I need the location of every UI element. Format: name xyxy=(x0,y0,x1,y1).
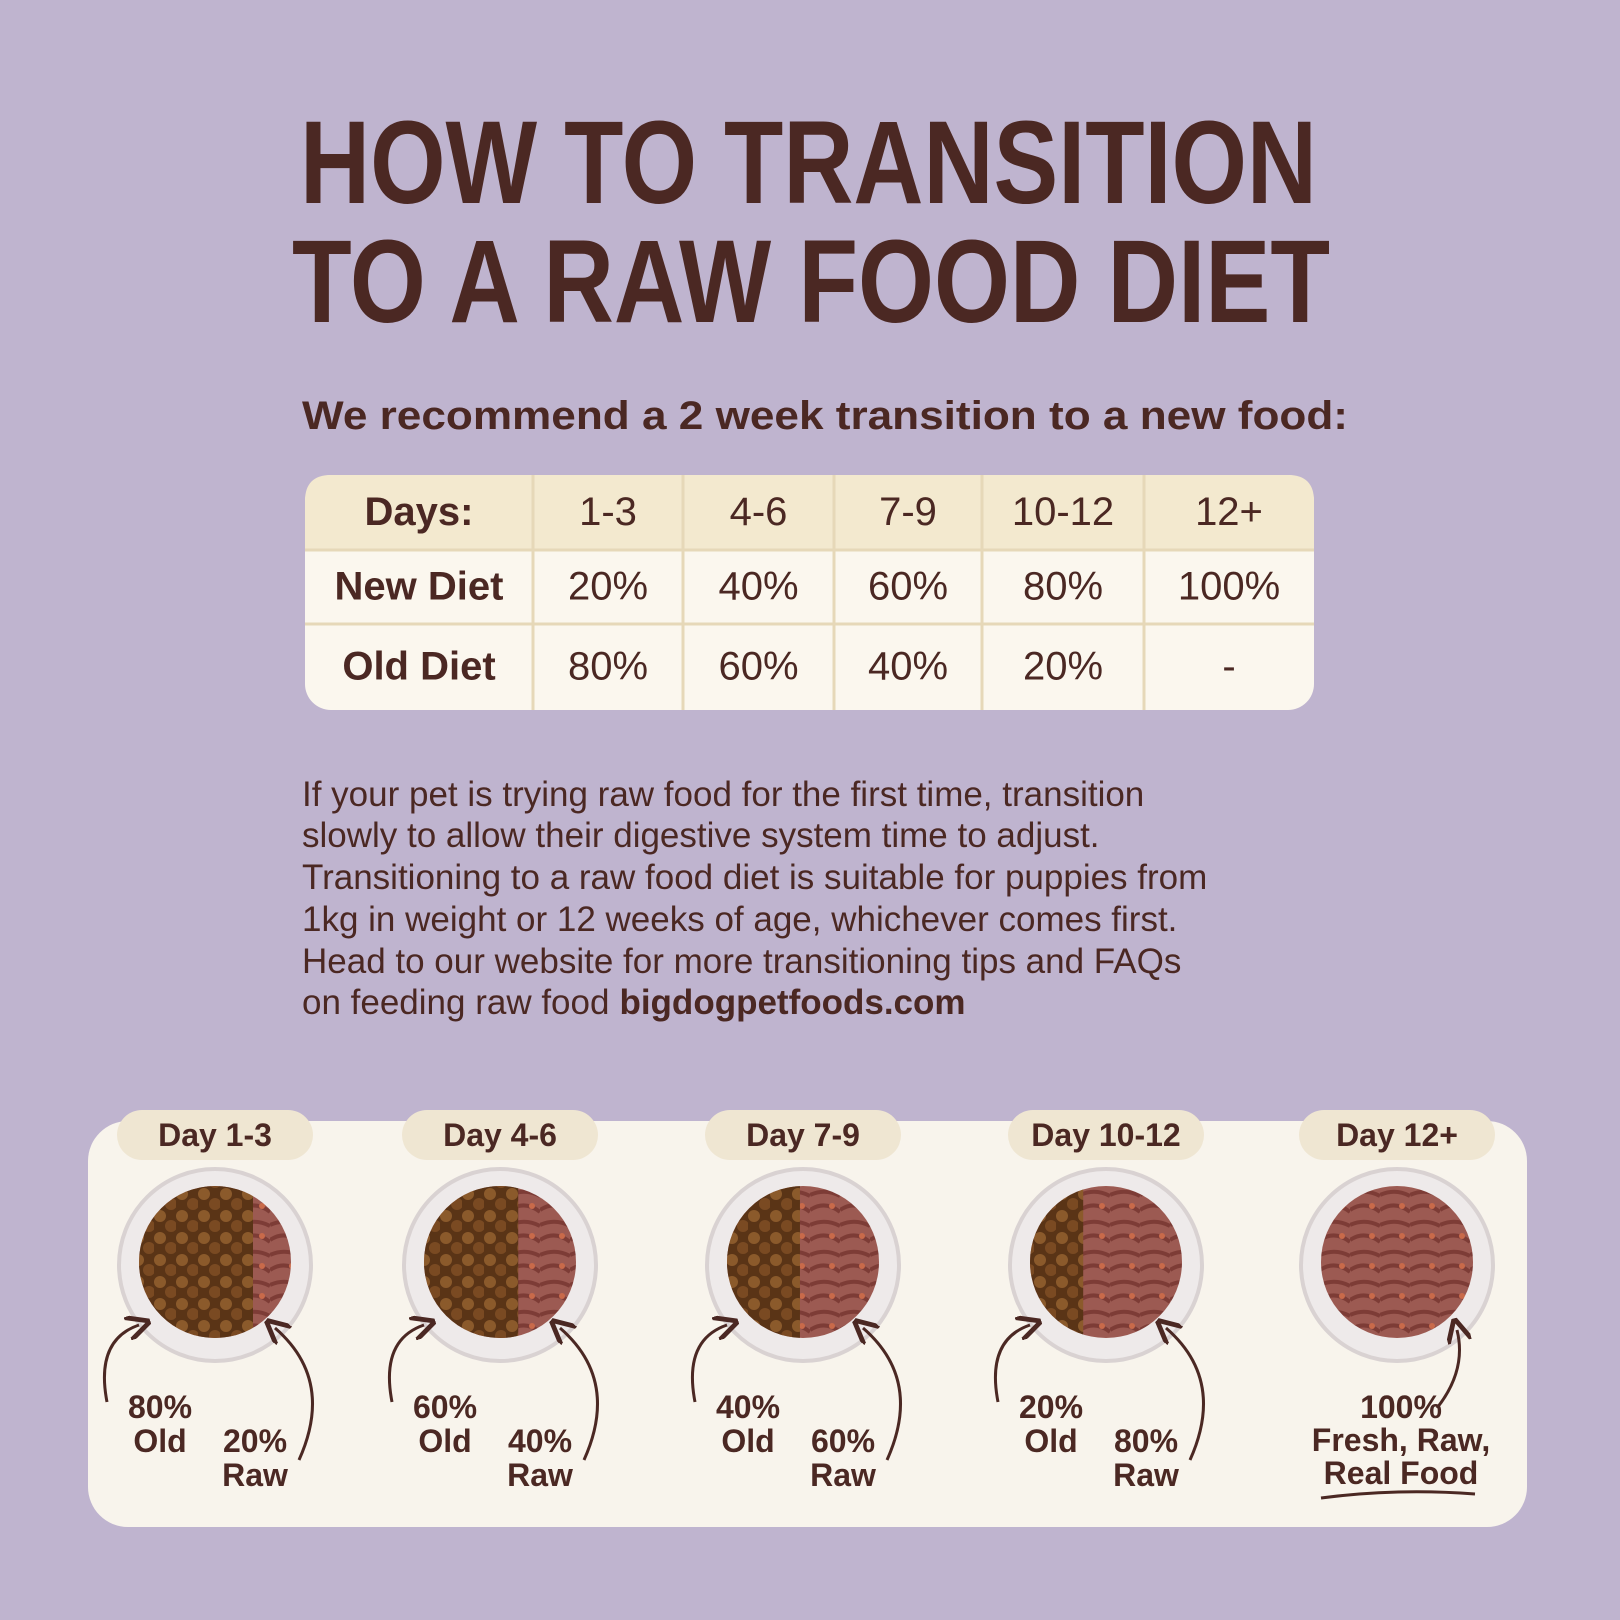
stage-caption: 100% xyxy=(1360,1389,1442,1425)
table-cell: 60% xyxy=(868,565,948,609)
stage-caption: Real Food xyxy=(1324,1455,1479,1491)
table-cell: 1-3 xyxy=(579,490,637,534)
arrow xyxy=(560,1328,599,1461)
title-line: HOW TO TRANSITION xyxy=(300,97,1317,229)
table-cell: 80% xyxy=(568,645,648,689)
stage-label: Day 7-9 xyxy=(746,1117,860,1153)
table-cell: 10-12 xyxy=(1012,490,1114,534)
arrow xyxy=(993,1325,1030,1403)
stage-pill xyxy=(1299,1110,1495,1160)
table-cell: 40% xyxy=(868,645,948,689)
underline xyxy=(1320,1490,1476,1500)
new-label: Raw xyxy=(810,1457,876,1493)
stage-pill xyxy=(1008,1110,1204,1160)
table-cell: 4-6 xyxy=(730,490,788,534)
table-cell: 80% xyxy=(1023,565,1103,609)
new-label: Raw xyxy=(1113,1457,1179,1493)
table-cell: 100% xyxy=(1178,565,1280,609)
new-label: Raw xyxy=(222,1457,288,1493)
arrow xyxy=(275,1328,314,1461)
arrow xyxy=(863,1328,902,1461)
paragraph-line: If your pet is trying raw food for the f… xyxy=(302,775,1144,814)
paragraph-line: 1kg in weight or 12 weeks of age, whiche… xyxy=(302,900,1177,939)
old-label: Old xyxy=(418,1423,471,1459)
table-cell: 12+ xyxy=(1195,490,1263,534)
stage-label: Day 12+ xyxy=(1336,1117,1458,1153)
paragraph-line: on feeding raw food bigdogpetfoods.com xyxy=(302,983,966,1022)
arrow xyxy=(102,1325,139,1403)
table-cell: 20% xyxy=(568,565,648,609)
stage-pill xyxy=(705,1110,901,1160)
stage-label: Day 1-3 xyxy=(158,1117,272,1153)
arrow xyxy=(690,1325,727,1403)
new-percent: 60% xyxy=(811,1423,875,1459)
arrow xyxy=(387,1325,424,1403)
old-percent: 20% xyxy=(1019,1389,1083,1425)
table-cell: Days: xyxy=(365,490,474,534)
new-percent: 40% xyxy=(508,1423,572,1459)
table-cell: New Diet xyxy=(335,565,504,609)
old-label: Old xyxy=(721,1423,774,1459)
stage-pill xyxy=(117,1110,313,1160)
paragraph-line: Transitioning to a raw food diet is suit… xyxy=(302,858,1207,897)
table-header-bg xyxy=(305,475,1314,550)
new-percent: 80% xyxy=(1114,1423,1178,1459)
table-cell: 60% xyxy=(718,645,798,689)
table-cell: 40% xyxy=(718,565,798,609)
table-cell: - xyxy=(1222,645,1235,689)
title-line: TO A RAW FOOD DIET xyxy=(292,216,1330,348)
old-percent: 40% xyxy=(716,1389,780,1425)
website-link: bigdogpetfoods.com xyxy=(619,983,965,1022)
arrow xyxy=(1166,1328,1205,1461)
new-label: Raw xyxy=(507,1457,573,1493)
old-label: Old xyxy=(1024,1423,1077,1459)
old-percent: 80% xyxy=(128,1389,192,1425)
new-percent: 20% xyxy=(223,1423,287,1459)
stage-pill xyxy=(402,1110,598,1160)
table-cell: 20% xyxy=(1023,645,1103,689)
paragraph-line: Head to our website for more transitioni… xyxy=(302,942,1181,981)
old-label: Old xyxy=(133,1423,186,1459)
stage-label: Day 4-6 xyxy=(443,1117,557,1153)
old-percent: 60% xyxy=(413,1389,477,1425)
paragraph-line: slowly to allow their digestive system t… xyxy=(302,816,1100,855)
stage-label: Day 10-12 xyxy=(1031,1117,1180,1153)
bowl-food-raw xyxy=(1321,1186,1473,1338)
table-cell: Old Diet xyxy=(342,645,495,689)
paragraph-text: on feeding raw food xyxy=(302,983,609,1022)
stage-caption: Fresh, Raw, xyxy=(1312,1422,1490,1458)
arrow xyxy=(1435,1330,1460,1409)
table-cell: 7-9 xyxy=(879,490,937,534)
subtitle: We recommend a 2 week transition to a ne… xyxy=(302,394,1348,438)
